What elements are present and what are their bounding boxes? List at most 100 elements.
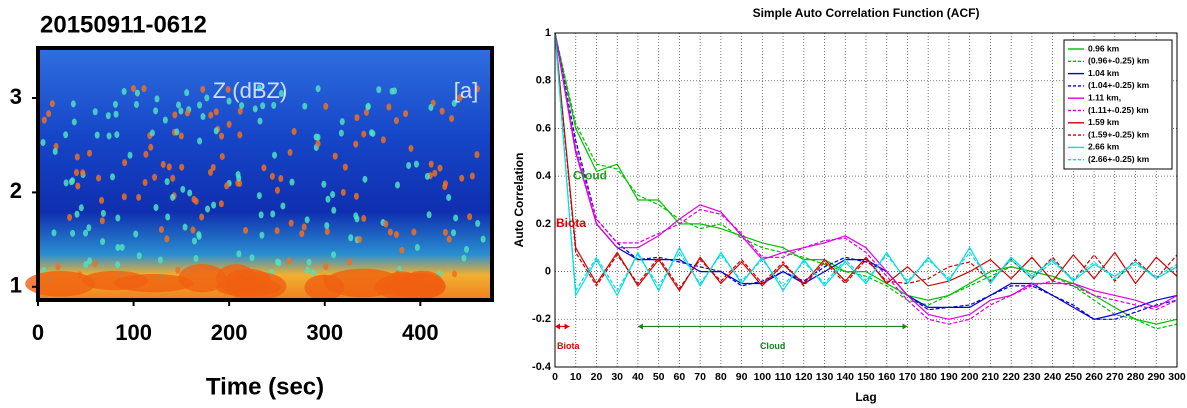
echo-speckle — [299, 230, 305, 238]
echo-speckle — [339, 118, 345, 126]
echo-speckle — [480, 235, 486, 243]
echo-speckle — [213, 127, 219, 135]
echo-speckle — [197, 137, 203, 145]
echo-speckle — [96, 174, 102, 182]
x-tick-label: 60 — [674, 371, 686, 383]
echo-speckle — [380, 136, 386, 144]
echo-speckle — [395, 181, 401, 189]
echo-speckle — [162, 116, 168, 124]
echo-speckle — [449, 115, 455, 123]
echo-speckle — [41, 266, 47, 274]
echo-speckle — [363, 108, 369, 116]
echo-speckle — [105, 112, 111, 120]
echo-speckle — [324, 222, 330, 230]
annotation: [a] — [454, 78, 478, 103]
series-line — [554, 32, 1178, 292]
echo-speckle — [249, 254, 255, 262]
echo-speckle — [75, 182, 81, 190]
legend-label: (1.11+-0.25) km — [1088, 105, 1149, 115]
echo-speckle — [321, 180, 327, 188]
x-tick-label: 170 — [899, 371, 917, 383]
echo-speckle — [157, 256, 163, 264]
echo-speckle — [393, 231, 399, 239]
echo-speckle — [211, 201, 217, 209]
series-line — [554, 32, 1178, 325]
echo-speckle — [191, 195, 197, 203]
x-tick-label: 240 — [1044, 371, 1062, 383]
x-axis-label: Time (sec) — [206, 373, 324, 400]
echo-speckle — [197, 101, 203, 109]
x-tick-label: 260 — [1085, 371, 1103, 383]
echo-speckle — [399, 246, 405, 254]
echo-speckle — [92, 108, 98, 116]
echo-speckle — [55, 263, 61, 271]
echo-speckle — [127, 151, 133, 159]
echo-speckle — [51, 229, 57, 237]
echo-speckle — [291, 128, 297, 136]
echo-speckle — [70, 229, 76, 237]
x-tick-label: 290 — [1148, 371, 1166, 383]
echo-speckle — [130, 85, 136, 93]
echo-speckle — [210, 164, 216, 172]
plot-frame — [36, 46, 494, 302]
echo-speckle — [354, 114, 360, 122]
echo-speckle — [332, 152, 338, 160]
echo-speckle — [331, 206, 337, 214]
echo-speckle — [252, 105, 258, 113]
echo-speckle — [164, 235, 170, 243]
echo-speckle — [99, 217, 105, 225]
echo-speckle — [100, 238, 106, 246]
echo-speckle — [133, 230, 139, 238]
x-tick-label: 200 — [961, 371, 979, 383]
echo-speckle — [361, 130, 367, 138]
echo-speckle — [278, 175, 284, 183]
echo-speckle — [403, 110, 409, 118]
echo-speckle — [361, 215, 367, 223]
x-tick-label: 400 — [402, 320, 439, 345]
span-label: Cloud — [760, 341, 786, 351]
echo-speckle — [190, 226, 196, 234]
y-axis-label: Auto Correlation — [512, 153, 526, 248]
echo-speckle — [304, 216, 310, 224]
legend-label: 1.59 km — [1088, 117, 1120, 127]
echo-blob — [215, 277, 281, 297]
echo-speckle — [133, 101, 139, 109]
legend-label: (1.59+-0.25) km — [1088, 129, 1150, 139]
legend-label: (0.96+-0.25) km — [1088, 56, 1150, 66]
x-tick-label: 40 — [632, 371, 644, 383]
echo-speckle — [457, 94, 463, 102]
echo-speckle — [259, 231, 265, 239]
echo-speckle — [451, 229, 457, 237]
echo-speckle — [52, 147, 58, 155]
x-tick-label: 0 — [32, 320, 44, 345]
echo-speckle — [386, 103, 392, 111]
echo-speckle — [40, 138, 46, 146]
annotation: Cloud — [573, 168, 607, 182]
chart-title: Simple Auto Correlation Function (ACF) — [753, 6, 980, 20]
echo-speckle — [353, 212, 359, 220]
echo-speckle — [143, 150, 149, 158]
echo-speckle — [387, 228, 393, 236]
echo-speckle — [182, 223, 188, 231]
y-tick-label: 2 — [10, 178, 22, 203]
echo-speckle — [414, 244, 420, 252]
echo-speckle — [446, 235, 452, 243]
echo-speckle — [459, 174, 465, 182]
echo-speckle — [63, 179, 69, 187]
echo-speckle — [353, 192, 359, 200]
echo-speckle — [391, 87, 397, 95]
echo-speckle — [178, 107, 184, 115]
echo-speckle — [106, 132, 112, 140]
echo-speckle — [184, 89, 190, 97]
echo-speckle — [67, 213, 73, 221]
x-tick-label: 300 — [1168, 371, 1186, 383]
x-tick-label: 180 — [919, 371, 937, 383]
echo-speckle — [452, 270, 458, 278]
echo-speckle — [121, 193, 127, 201]
echo-speckle — [347, 258, 353, 266]
echo-speckle — [83, 229, 89, 237]
echo-speckle — [271, 101, 277, 109]
echo-speckle — [46, 110, 52, 118]
